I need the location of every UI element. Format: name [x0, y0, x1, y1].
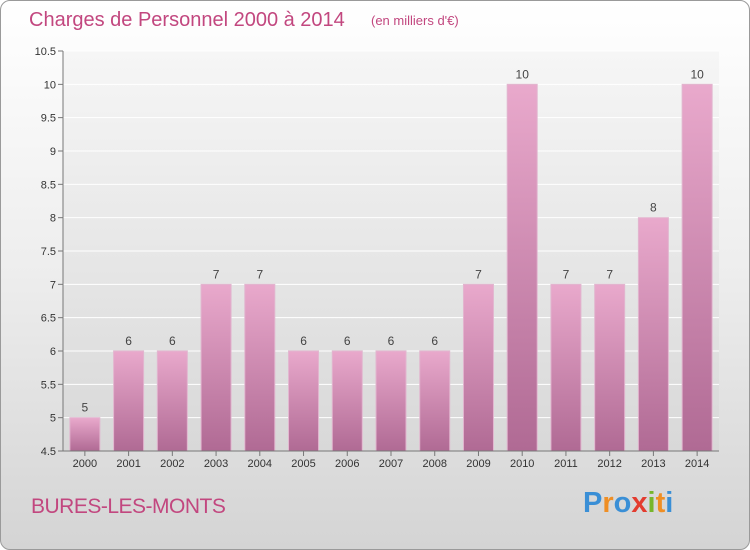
- x-tick-label: 2006: [335, 458, 359, 470]
- bar: [69, 417, 101, 452]
- bar: [506, 83, 538, 452]
- brand-letter: i: [665, 487, 674, 519]
- y-tick-label: 5.5: [41, 379, 56, 391]
- x-tick-label: 2013: [641, 458, 665, 470]
- brand-letter: P: [583, 487, 603, 519]
- y-tick-label: 8.5: [41, 179, 56, 191]
- x-tick-label: 2005: [291, 458, 315, 470]
- y-tick-label: 4.5: [41, 446, 56, 458]
- bar: [681, 83, 713, 452]
- y-tick-label: 9: [50, 146, 56, 158]
- x-tick-label: 2001: [116, 458, 140, 470]
- brand-letter: x: [631, 487, 648, 519]
- brand-letter: o: [613, 487, 632, 519]
- y-tick-label: 8: [50, 213, 56, 225]
- y-tick-label: 6.5: [41, 313, 56, 325]
- x-tick-label: 2009: [466, 458, 490, 470]
- bar: [419, 350, 451, 452]
- bar-value-label: 5: [82, 401, 89, 415]
- x-tick-label: 2014: [685, 458, 709, 470]
- y-tick-label: 7: [50, 279, 56, 291]
- bar: [200, 283, 232, 452]
- y-tick-label: 10: [44, 79, 56, 91]
- y-tick-label: 9.5: [41, 113, 56, 125]
- bar: [637, 217, 669, 452]
- bar-value-label: 6: [388, 334, 395, 348]
- bar-value-label: 8: [650, 201, 657, 215]
- bar-value-label: 10: [516, 67, 530, 81]
- x-tick-label: 2004: [248, 458, 272, 470]
- bar-value-label: 7: [256, 267, 263, 281]
- chart-title: Charges de Personnel 2000 à 2014: [29, 9, 345, 31]
- bar: [375, 350, 407, 452]
- y-tick-label: 5: [50, 413, 56, 425]
- proxiti-logo: Proxiti: [583, 487, 673, 520]
- y-tick-label: 7.5: [41, 246, 56, 258]
- bar-value-label: 7: [475, 267, 482, 281]
- brand-letter: r: [602, 487, 614, 519]
- bar: [594, 283, 626, 452]
- bar-value-label: 7: [563, 267, 570, 281]
- brand-letter: t: [655, 487, 666, 519]
- brand-letter: i: [647, 487, 656, 519]
- bar-value-label: 6: [431, 334, 438, 348]
- bar-value-label: 6: [344, 334, 351, 348]
- bar: [462, 283, 494, 452]
- bar-value-label: 7: [213, 267, 220, 281]
- x-tick-label: 2002: [160, 458, 184, 470]
- bar-value-label: 6: [169, 334, 176, 348]
- y-tick-label: 10.5: [35, 46, 56, 58]
- bar-value-label: 7: [606, 267, 613, 281]
- bar: [288, 350, 320, 452]
- commune-name: BURES-LES-MONTS: [31, 495, 226, 518]
- bar-value-label: 6: [125, 334, 132, 348]
- x-tick-label: 2011: [554, 458, 578, 470]
- bar-value-label: 6: [300, 334, 307, 348]
- bar: [113, 350, 145, 452]
- x-tick-label: 2010: [510, 458, 534, 470]
- x-tick-label: 2003: [204, 458, 228, 470]
- chart-subtitle: (en milliers d'€): [371, 13, 459, 28]
- x-tick-label: 2008: [422, 458, 446, 470]
- bar: [244, 283, 276, 452]
- x-tick-label: 2007: [379, 458, 403, 470]
- bar: [550, 283, 582, 452]
- bar: [331, 350, 363, 452]
- x-tick-label: 2000: [73, 458, 97, 470]
- y-tick-label: 6: [50, 346, 56, 358]
- bar-value-label: 10: [690, 67, 704, 81]
- bar: [156, 350, 188, 452]
- x-tick-label: 2012: [597, 458, 621, 470]
